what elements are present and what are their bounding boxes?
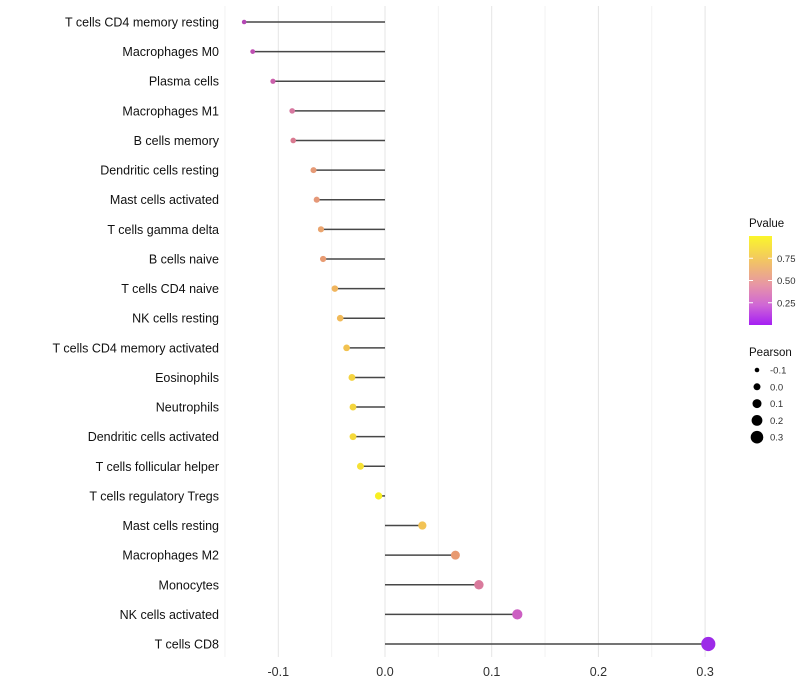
x-axis-tick-label: 0.0 [376, 665, 393, 679]
lollipop-dot [343, 344, 350, 352]
lollipop-dot [289, 108, 295, 114]
y-axis-label: T cells gamma delta [107, 223, 219, 237]
y-axis-label: T cells follicular helper [96, 460, 219, 474]
lollipop-dot [349, 403, 357, 411]
pearson-legend-dot [754, 367, 760, 373]
lollipop-dot [512, 609, 523, 620]
lollipop-dot [290, 137, 297, 144]
y-axis-label: Plasma cells [149, 75, 219, 89]
lollipop-dot [356, 462, 364, 470]
x-axis-tick-label: 0.3 [696, 665, 713, 679]
x-axis-tick-label: -0.1 [268, 665, 290, 679]
lollipop-dot [374, 492, 383, 500]
y-axis-label: T cells CD8 [155, 638, 219, 652]
pearson-legend-tick-label: -0.1 [770, 366, 786, 377]
lollipop-dot [450, 550, 460, 560]
y-axis-label: Monocytes [159, 578, 219, 592]
x-axis-tick-label: 0.1 [483, 665, 500, 679]
pearson-legend-dot [750, 430, 764, 444]
y-axis-label: T cells CD4 memory resting [65, 16, 219, 30]
lollipop-dot [701, 636, 716, 652]
y-axis-label: Dendritic cells resting [100, 164, 219, 178]
y-axis-label: B cells memory [134, 134, 220, 148]
y-axis-label: Macrophages M2 [122, 549, 219, 563]
y-axis-label: NK cells activated [120, 608, 219, 622]
y-axis-label: Mast cells activated [110, 193, 219, 207]
pvalue-legend-tick-label: 0.25 [777, 298, 796, 309]
y-axis-label: Neutrophils [156, 401, 219, 415]
y-axis-label: Macrophages M1 [122, 104, 219, 118]
lollipop-dot [313, 196, 320, 203]
y-axis-label: T cells CD4 naive [121, 282, 219, 296]
lollipop-dot [418, 521, 427, 530]
y-axis-label: NK cells resting [132, 312, 219, 326]
y-axis-label: Eosinophils [155, 371, 219, 385]
pearson-legend-tick-label: 0.1 [770, 399, 783, 410]
y-axis-label: Macrophages M0 [122, 45, 219, 59]
lollipop-dot [250, 49, 256, 55]
pvalue-legend-tick-label: 0.50 [777, 276, 796, 287]
pvalue-legend-tick-label: 0.75 [777, 254, 796, 265]
pearson-legend-tick-label: 0.3 [770, 433, 783, 444]
lollipop-dot [270, 78, 276, 84]
pvalue-gradient-bar [749, 236, 772, 325]
y-axis-label: Dendritic cells activated [88, 430, 219, 444]
y-axis-label: B cells naive [149, 252, 219, 266]
y-axis-label: T cells regulatory Tregs [89, 489, 219, 503]
lollipop-dot [320, 255, 327, 263]
pvalue-legend-title: Pvalue [749, 218, 784, 230]
lollipop-dot [310, 167, 317, 174]
pearson-legend-tick-label: 0.2 [770, 416, 783, 427]
lollipop-dot [348, 374, 356, 381]
lollipop-dot [317, 226, 325, 233]
pearson-legend-tick-label: 0.0 [770, 382, 783, 393]
lollipop-dot [241, 19, 247, 25]
pearson-legend-title: Pearson [749, 347, 792, 359]
lollipop-dot [336, 314, 344, 322]
pearson-legend-dot [751, 415, 763, 426]
y-axis-label: Mast cells resting [122, 519, 219, 533]
lollipop-dot [349, 433, 357, 441]
pearson-legend-dot [752, 399, 762, 409]
pearson-legend-dot [753, 383, 761, 391]
lollipop-dot [474, 580, 484, 590]
y-axis-label: T cells CD4 memory activated [53, 341, 220, 355]
lollipop-dot [331, 285, 339, 292]
x-axis-tick-label: 0.2 [590, 665, 607, 679]
